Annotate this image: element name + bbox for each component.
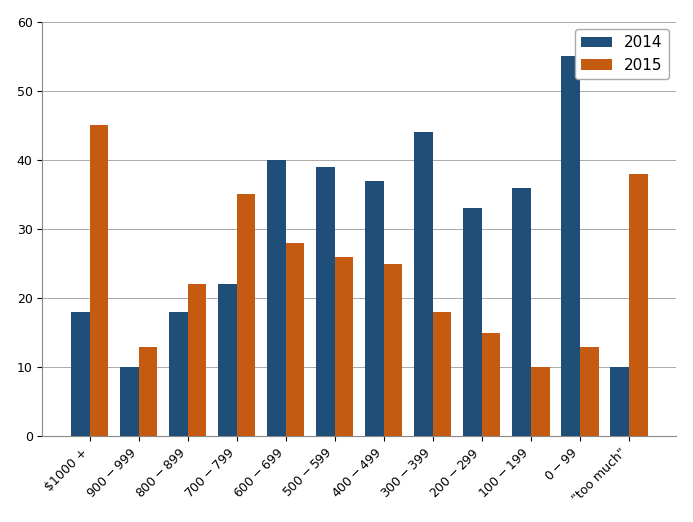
Bar	[90, 125, 108, 436]
Bar	[482, 333, 500, 436]
Bar	[267, 160, 286, 436]
Bar	[561, 56, 580, 436]
Bar	[316, 167, 335, 436]
Bar	[188, 284, 207, 436]
Bar	[414, 132, 433, 436]
Bar	[71, 312, 90, 436]
Bar	[611, 367, 629, 436]
Bar	[237, 195, 256, 436]
Bar	[120, 367, 139, 436]
Bar	[629, 174, 647, 436]
Bar	[218, 284, 237, 436]
Bar	[463, 208, 482, 436]
Bar	[139, 347, 157, 436]
Bar	[365, 181, 384, 436]
Bar	[169, 312, 188, 436]
Bar	[433, 312, 452, 436]
Legend: 2014, 2015: 2014, 2015	[575, 29, 669, 79]
Bar	[512, 187, 531, 436]
Bar	[286, 243, 304, 436]
Bar	[580, 347, 599, 436]
Bar	[384, 264, 403, 436]
Bar	[531, 367, 550, 436]
Bar	[335, 257, 353, 436]
